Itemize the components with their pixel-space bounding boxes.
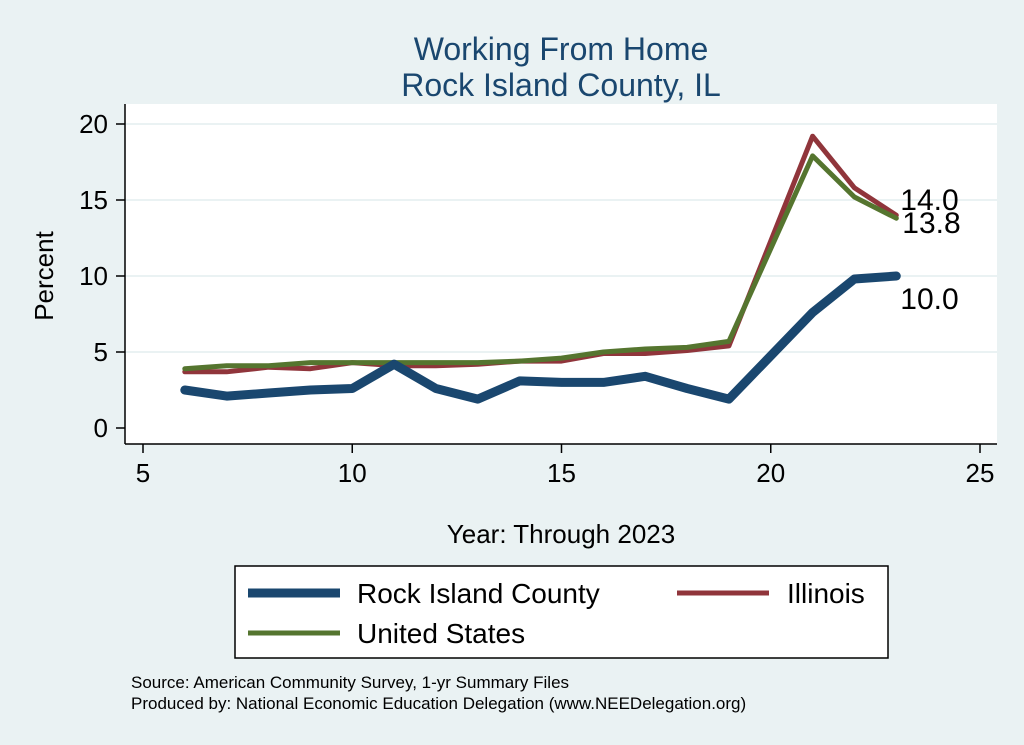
y-axis-title: Percent <box>29 230 59 320</box>
x-tick-label: 15 <box>547 458 576 488</box>
end-label-rock-island-county: 10.0 <box>900 283 958 316</box>
producer-note: Produced by: National Economic Education… <box>131 694 746 713</box>
end-labels: 10.0 14.013.8 <box>900 184 960 316</box>
chart-subtitle: Rock Island County, IL <box>401 67 721 103</box>
legend: Rock Island County Illinois United State… <box>234 565 889 659</box>
series-line-rock-island-county <box>180 271 901 404</box>
y-tick-label: 5 <box>94 337 108 367</box>
y-tick-label: 10 <box>79 261 108 291</box>
end-label-united-states: 13.8 <box>902 207 960 240</box>
chart-title: Working From Home <box>414 31 709 67</box>
y-tick-label: 0 <box>94 413 108 443</box>
end-label-illinois: 14.0 <box>900 184 958 217</box>
legend-label-united-states: United States <box>357 618 525 649</box>
series-line-united-states <box>182 153 899 372</box>
gridlines <box>125 123 997 353</box>
legend-label-rock-island: Rock Island County <box>357 578 600 609</box>
plot-area <box>125 104 997 444</box>
source-note: Source: American Community Survey, 1-yr … <box>131 673 569 692</box>
y-tick-label: 20 <box>79 109 108 139</box>
x-axis-title: Year: Through 2023 <box>447 519 675 549</box>
x-tick-label: 25 <box>966 458 995 488</box>
x-tick-label: 5 <box>136 458 150 488</box>
legend-box <box>234 565 889 659</box>
series-lines <box>180 133 901 404</box>
x-tick-label: 20 <box>756 458 785 488</box>
legend-label-illinois: Illinois <box>787 578 865 609</box>
y-tick-label: 15 <box>79 185 108 215</box>
x-tick-label: 10 <box>338 458 367 488</box>
